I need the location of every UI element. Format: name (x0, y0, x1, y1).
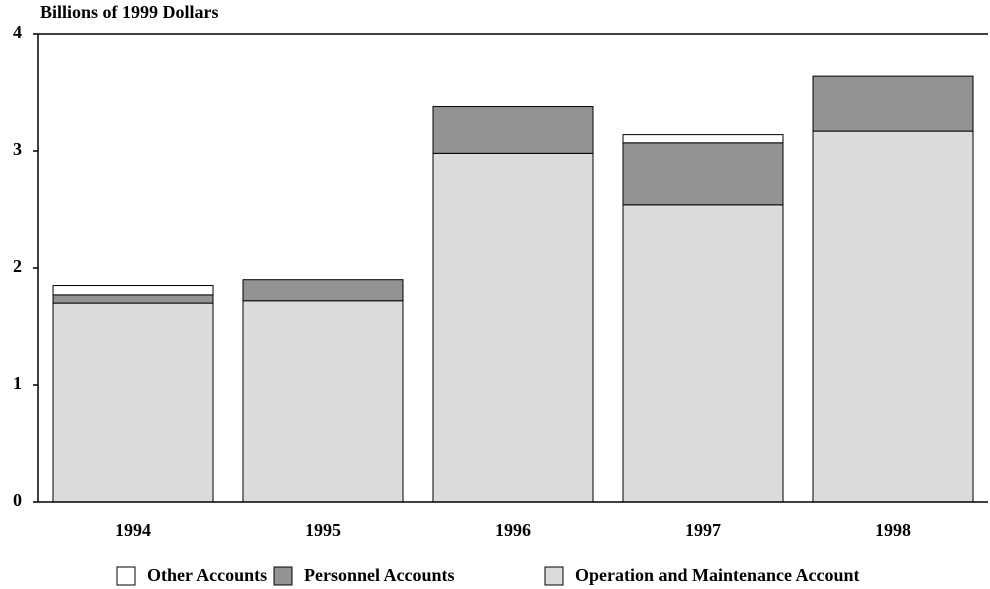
y-tick-label: 1 (13, 373, 22, 393)
legend-swatch (273, 566, 293, 586)
x-tick-label: 1995 (305, 520, 341, 540)
legend-swatch (116, 566, 136, 586)
legend-label: Operation and Maintenance Account (575, 565, 860, 585)
y-tick-label: 3 (13, 139, 22, 159)
x-tick-label: 1996 (495, 520, 531, 540)
bar-segment (242, 279, 404, 302)
bar-segment (812, 130, 974, 503)
bar-segment (622, 142, 784, 206)
y-tick-label: 2 (13, 256, 22, 276)
x-tick-label: 1998 (875, 520, 911, 540)
bar-segment (432, 152, 594, 503)
legend-swatch (544, 566, 564, 586)
bar-segment (432, 106, 594, 154)
bar-segment (812, 75, 974, 132)
x-tick-label: 1997 (685, 520, 721, 540)
y-tick-label: 4 (13, 22, 22, 42)
bar-segment (622, 134, 784, 144)
y-tick-label: 0 (13, 490, 22, 510)
bar-segment (622, 204, 784, 503)
x-tick-label: 1994 (115, 520, 151, 540)
bar-segment (242, 300, 404, 503)
bar-segment (52, 285, 214, 296)
bar-segment (52, 302, 214, 503)
legend-label: Other Accounts (147, 565, 267, 585)
chart-title: Billions of 1999 Dollars (40, 2, 219, 22)
bar-segment (52, 294, 214, 304)
legend-label: Personnel Accounts (304, 565, 455, 585)
